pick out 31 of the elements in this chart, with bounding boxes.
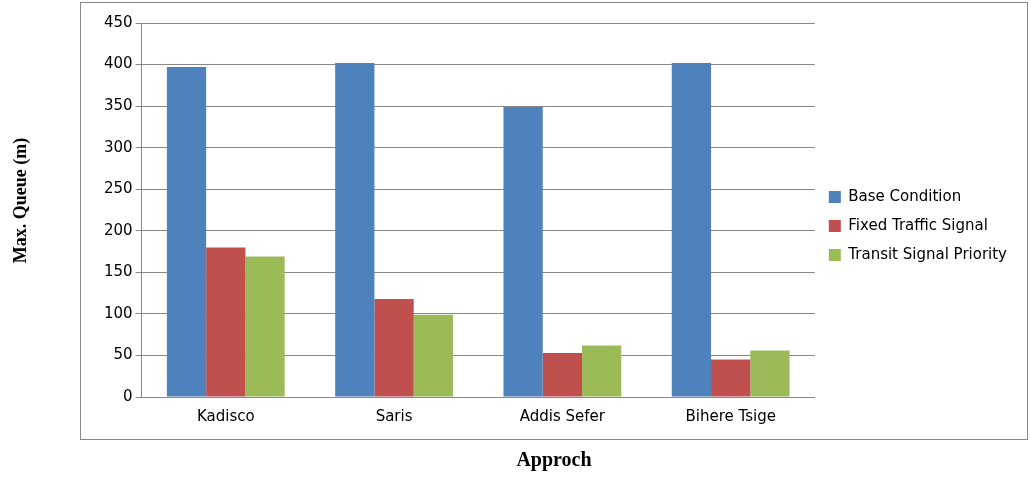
bar	[582, 345, 622, 397]
bar	[750, 350, 790, 397]
y-tick-label: 150	[103, 262, 133, 281]
y-tick-label: 200	[103, 220, 133, 239]
legend-label: Base Condition	[848, 186, 962, 205]
y-tick-label: 100	[103, 303, 133, 322]
bar	[245, 256, 285, 397]
y-axis-title: Max. Queue (m)	[9, 136, 31, 266]
bar	[542, 352, 582, 397]
y-tick-label: 0	[123, 386, 133, 405]
bar	[335, 62, 375, 397]
bar	[503, 106, 543, 397]
bar	[671, 62, 712, 397]
x-tick-label: Bihere Tsige	[685, 406, 776, 425]
x-axis-title: Approch	[515, 448, 593, 471]
y-tick-label: 350	[103, 96, 133, 114]
bar	[374, 298, 414, 397]
bar	[166, 67, 207, 397]
y-tick-label: 400	[103, 54, 133, 73]
x-tick-label: Saris	[375, 406, 413, 425]
bar	[413, 314, 453, 397]
y-tick-label: 50	[113, 345, 133, 364]
legend-label: Fixed Traffic Signal	[848, 215, 988, 234]
legend-label: Transit Signal Priority	[847, 244, 1008, 263]
y-tick-label: 450	[103, 12, 133, 31]
y-tick-label: 250	[103, 179, 133, 198]
x-tick-label: Addis Sefer	[519, 406, 606, 425]
y-tick-label: 300	[103, 137, 133, 156]
bar	[711, 359, 751, 397]
x-tick-label: Kadisco	[196, 406, 255, 425]
bar	[206, 247, 246, 397]
